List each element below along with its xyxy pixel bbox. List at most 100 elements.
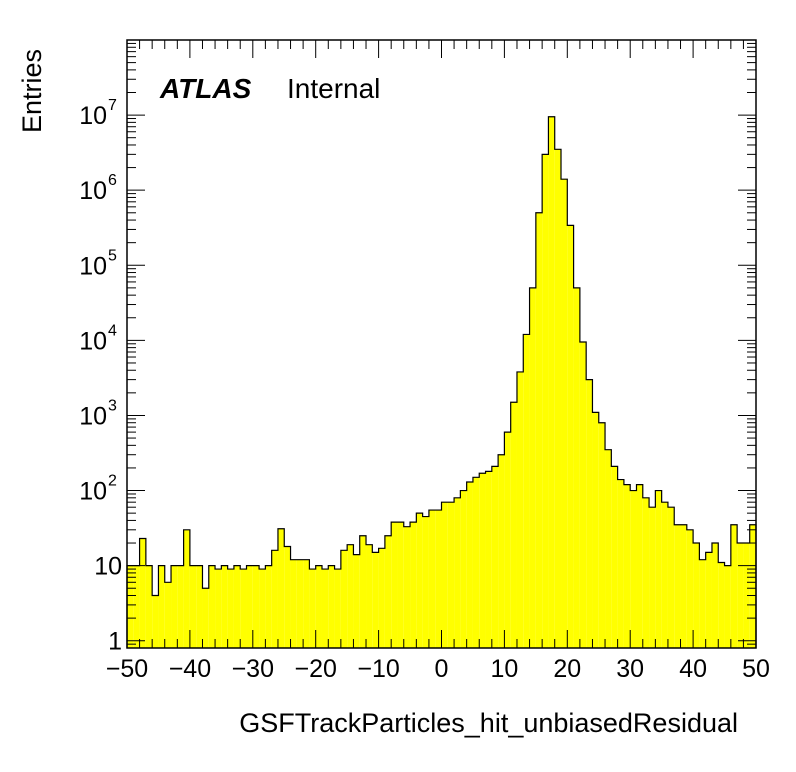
- histogram-bin: [649, 507, 656, 648]
- histogram-bin: [391, 522, 398, 648]
- y-tick-label-base: 10: [79, 102, 107, 130]
- histogram-bin: [667, 507, 675, 648]
- histogram-bin: [265, 565, 272, 648]
- histogram-bin: [441, 502, 448, 648]
- histogram-bin: [171, 565, 178, 648]
- histogram-bin: [724, 565, 731, 648]
- histogram-bin: [422, 516, 429, 648]
- histogram-bin: [523, 334, 530, 648]
- y-tick-label: 10 3: [79, 397, 117, 430]
- histogram-bin: [586, 379, 593, 648]
- histogram-bin: [567, 225, 574, 648]
- histogram-bin: [372, 552, 379, 648]
- x-tick-label: −40: [169, 655, 211, 683]
- y-tick-label-exponent: 5: [108, 247, 117, 264]
- histogram-outline: [126, 116, 757, 648]
- histogram-bin: [548, 116, 555, 648]
- histogram-bin: [133, 565, 140, 648]
- histogram-bin: [516, 371, 524, 648]
- histogram-bin: [573, 287, 580, 648]
- histogram-bin: [605, 449, 612, 648]
- histogram-bin: [630, 490, 637, 648]
- histogram-bin: [328, 565, 335, 648]
- x-tick-label: −20: [294, 655, 336, 683]
- histogram-bin: [466, 481, 473, 648]
- histogram-bin: [730, 524, 738, 648]
- histogram-bin: [366, 544, 373, 648]
- histogram-bin: [158, 565, 165, 648]
- histogram-bin: [592, 412, 599, 648]
- histogram-bin: [485, 471, 492, 648]
- y-tick-label-base: 10: [79, 327, 107, 355]
- histogram-bin: [321, 569, 329, 648]
- histogram-bin: [498, 454, 505, 648]
- histogram-bin: [472, 477, 480, 648]
- histogram-bin: [183, 529, 190, 648]
- histogram-bin: [340, 550, 348, 648]
- histogram-bin: [296, 559, 304, 648]
- histogram-bin: [737, 543, 744, 648]
- histogram-bin: [542, 154, 549, 649]
- histogram-bin: [617, 479, 624, 648]
- histogram-bin: [378, 548, 385, 648]
- histogram-bin: [227, 569, 234, 648]
- histogram-bin: [535, 212, 543, 648]
- histogram-bin: [699, 559, 706, 648]
- y-tick-label: 10 2: [79, 473, 117, 506]
- histogram-bin: [693, 543, 700, 648]
- histogram-bin: [680, 524, 687, 648]
- histogram-bin: [504, 432, 511, 648]
- histogram-bin: [240, 569, 247, 648]
- y-tick-label-exponent: 3: [108, 397, 117, 414]
- axis-ticks: [126, 39, 757, 649]
- histogram-bin: [460, 490, 467, 648]
- y-tick-label: 1: [108, 628, 122, 656]
- histogram-bin: [215, 569, 222, 648]
- histogram-bin: [554, 149, 562, 648]
- histogram-bin: [315, 565, 322, 648]
- x-tick-label: 30: [616, 655, 644, 683]
- histogram-bin: [259, 569, 266, 648]
- histogram-bin: [491, 466, 499, 648]
- histogram-bin: [711, 543, 719, 648]
- y-tick-label-exponent: 6: [108, 172, 117, 189]
- y-tick-label-base: 10: [79, 252, 107, 280]
- histogram-bin: [510, 402, 517, 648]
- histogram-bin: [397, 522, 404, 648]
- histogram-bin: [252, 565, 260, 648]
- x-tick-label: −30: [232, 655, 274, 683]
- histogram-bin: [221, 565, 228, 648]
- histogram-bin: [655, 490, 662, 648]
- histogram-bin: [347, 544, 354, 648]
- histogram-bin: [202, 588, 209, 648]
- x-tick-label: −10: [357, 655, 399, 683]
- histogram-bin: [164, 582, 172, 648]
- y-tick-label: 10 7: [79, 97, 117, 130]
- histogram-bin: [661, 502, 668, 648]
- y-axis-title: Entries: [17, 49, 47, 133]
- histogram-bin: [447, 502, 455, 648]
- histogram-bin: [290, 559, 297, 648]
- histogram-bin: [384, 535, 392, 648]
- histogram-bin: [403, 526, 411, 648]
- x-tick-label: 20: [553, 655, 581, 683]
- histogram-bin: [743, 543, 750, 648]
- histogram-bin: [246, 565, 253, 648]
- y-tick-label-exponent: 4: [108, 322, 117, 339]
- histogram-bin: [334, 569, 341, 648]
- x-tick-labels: −50 −40 −30 −20 −10 0 10 20 30 40 50: [106, 655, 770, 683]
- y-tick-label-base: 10: [79, 177, 107, 205]
- histogram-bin: [208, 565, 216, 648]
- histogram-bin: [749, 524, 756, 648]
- histogram-bin: [359, 535, 367, 648]
- x-axis-title: GSFTrackParticles_hit_unbiasedResidual: [239, 708, 738, 738]
- histogram-bin: [127, 565, 134, 648]
- histogram-bin: [686, 529, 694, 648]
- y-tick-label: 10: [94, 553, 122, 581]
- histogram-bars: [126, 116, 757, 649]
- y-tick-label: 10 5: [79, 247, 117, 280]
- x-tick-label: 50: [742, 655, 770, 683]
- histogram-bin: [189, 565, 197, 648]
